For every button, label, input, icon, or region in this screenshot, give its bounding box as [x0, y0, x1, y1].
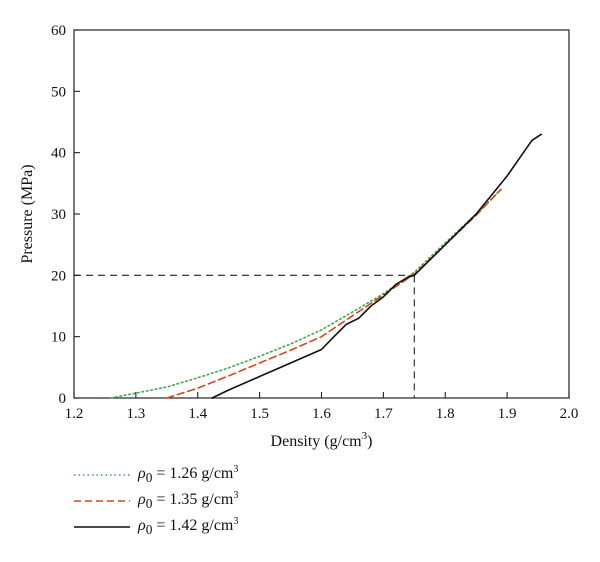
- plot-frame: [73, 29, 570, 399]
- legend-swatch-dashed: [74, 500, 130, 502]
- x-axis-title: Density (g/cm3): [271, 430, 373, 450]
- x-tick-label: 1.4: [188, 406, 207, 422]
- x-tick-label: 1.6: [312, 406, 331, 422]
- pressure-density-chart: 1.2 1.3 1.4 1.5 1.6 1.7 1.8 1.9 2.0 0 10 20 30 40 50 6…: [19, 23, 578, 450]
- x-tick-label: 1.9: [498, 406, 517, 422]
- plot-area: 1.2 1.3 1.4 1.5 1.6 1.7 1.8 1.9 2.0 0 10 20 30 40 50 6…: [51, 23, 578, 422]
- x-axis-ticks: 1.2 1.3 1.4 1.5 1.6 1.7 1.8 1.9 2.0: [65, 392, 579, 422]
- series-layer: [110, 133, 543, 399]
- y-tick-label: 40: [51, 146, 66, 162]
- legend: ρ0 = 1.26 g/cm3 ρ0 = 1.35 g/cm3 ρ0 = 1.4…: [74, 462, 374, 540]
- legend-swatch-dotted: [74, 474, 130, 476]
- series-line-solid: [211, 133, 543, 399]
- y-tick-label: 50: [51, 84, 66, 100]
- x-tick-label: 1.3: [127, 406, 146, 422]
- legend-item: ρ0 = 1.42 g/cm3: [74, 514, 374, 540]
- x-tick-label: 1.2: [65, 406, 84, 422]
- legend-item: ρ0 = 1.26 g/cm3: [74, 462, 374, 488]
- x-tick-label: 2.0: [560, 406, 579, 422]
- legend-label: ρ0 = 1.35 g/cm3: [138, 489, 239, 512]
- reference-lines: [74, 274, 415, 398]
- x-tick-label: 1.5: [250, 406, 269, 422]
- series-line-dashed: [166, 188, 502, 399]
- x-tick-label: 1.7: [374, 406, 393, 422]
- series-line-dotted: [110, 188, 502, 399]
- y-tick-label: 60: [51, 23, 66, 39]
- y-axis-ticks: 0 10 20 30 40 50 60: [51, 23, 80, 407]
- y-tick-label: 0: [59, 391, 67, 407]
- legend-item: ρ0 = 1.35 g/cm3: [74, 488, 374, 514]
- legend-label: ρ0 = 1.26 g/cm3: [138, 463, 239, 486]
- y-tick-label: 10: [51, 330, 66, 346]
- legend-label: ρ0 = 1.42 g/cm3: [138, 515, 239, 538]
- y-axis-title: Pressure (MPa): [19, 164, 36, 263]
- y-tick-label: 30: [51, 207, 66, 223]
- x-tick-label: 1.8: [436, 406, 455, 422]
- y-tick-label: 20: [51, 268, 66, 284]
- legend-swatch-solid: [74, 526, 130, 528]
